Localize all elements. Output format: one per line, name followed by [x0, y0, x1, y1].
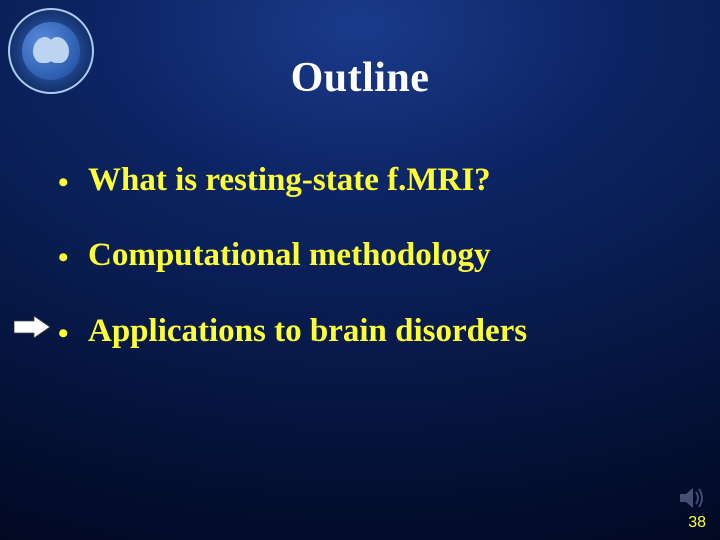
bullet-item: • Applications to brain disorders [58, 311, 680, 352]
slide: Outline • What is resting-state f.MRI? •… [0, 0, 720, 540]
bullet-text: Applications to brain disorders [88, 311, 527, 352]
sound-icon [678, 486, 706, 510]
bullet-list: • What is resting-state f.MRI? • Computa… [58, 160, 680, 386]
bullet-marker-icon: • [58, 319, 88, 349]
bullet-item: • Computational methodology [58, 235, 680, 276]
bullet-marker-icon: • [58, 243, 88, 273]
slide-title: Outline [0, 54, 720, 102]
bullet-text: Computational methodology [88, 235, 490, 276]
bullet-marker-icon: • [58, 168, 88, 198]
page-number: 38 [688, 514, 706, 532]
bullet-item: • What is resting-state f.MRI? [58, 160, 680, 201]
bullet-text: What is resting-state f.MRI? [88, 160, 491, 201]
right-arrow-icon [14, 316, 50, 338]
